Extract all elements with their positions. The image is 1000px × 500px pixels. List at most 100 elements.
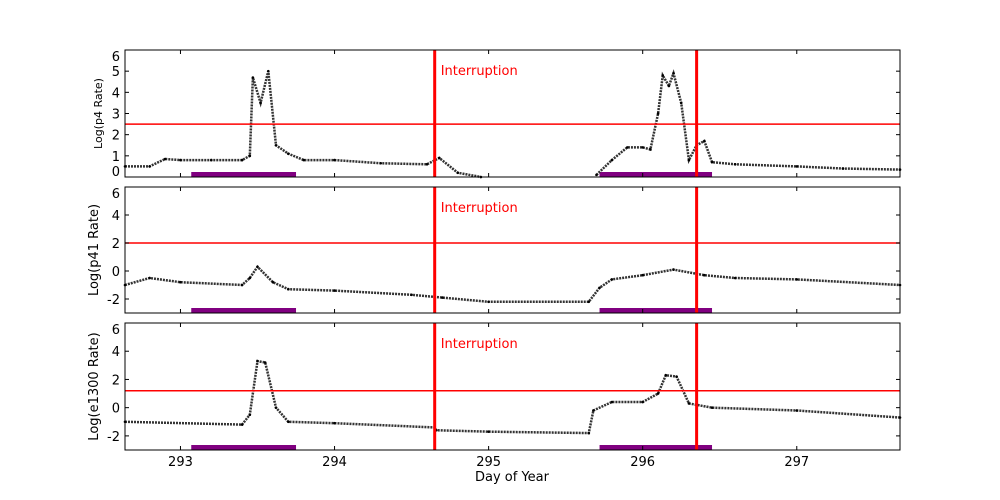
data-point — [672, 71, 675, 75]
data-point — [641, 400, 644, 404]
data-point — [625, 146, 629, 149]
y-tick-label: 0 — [112, 265, 120, 280]
y-tick-label: 0 — [112, 402, 120, 417]
data-point — [487, 430, 490, 433]
y-tick-label: -2 — [107, 430, 120, 445]
data-point — [587, 300, 591, 304]
y-axis-label: Log(e1300 Rate) — [87, 332, 102, 440]
data-point — [287, 287, 290, 291]
data-point — [661, 74, 665, 77]
data-point — [438, 156, 441, 160]
event-interval-bar — [191, 445, 297, 450]
data-point — [703, 273, 706, 277]
y-tick-label: 4 — [112, 345, 120, 360]
data-point — [667, 84, 671, 88]
data-point — [248, 413, 252, 417]
y-tick-label: 5 — [112, 65, 120, 80]
data-point — [664, 373, 668, 377]
data-point — [302, 158, 306, 162]
data-point — [795, 409, 799, 412]
data-series — [124, 359, 901, 435]
panel-3: Interruption -2 0 2 4 6 293 294 295 296 297 Log(e13… — [87, 322, 902, 470]
data-point — [163, 157, 167, 161]
data-point — [271, 280, 275, 284]
data-point — [333, 421, 336, 425]
data-point — [592, 409, 595, 412]
data-point — [287, 152, 290, 156]
x-tick-label: 293 — [168, 455, 193, 470]
data-point — [333, 158, 336, 162]
y-tick-label: 4 — [112, 209, 120, 224]
event-interval-bar — [191, 172, 297, 177]
data-point — [441, 296, 444, 299]
data-point — [456, 171, 460, 175]
event-interval-bar — [599, 308, 713, 313]
data-point — [595, 173, 598, 177]
data-point — [672, 268, 675, 271]
y-tick-label: 4 — [112, 86, 120, 101]
data-point — [248, 154, 252, 158]
data-series — [124, 264, 901, 304]
y-tick-label: 6 — [112, 50, 120, 65]
y-tick-label: 6 — [112, 323, 120, 338]
data-point — [656, 112, 660, 115]
data-point — [287, 420, 290, 424]
data-point — [795, 165, 799, 168]
data-point — [379, 161, 383, 165]
y-tick-label: 2 — [112, 373, 120, 388]
event-interval-bar — [191, 308, 297, 313]
x-tick-label: 294 — [322, 455, 347, 470]
data-series — [595, 69, 901, 176]
y-tick-label: 6 — [112, 187, 120, 202]
data-point — [240, 158, 244, 162]
data-point — [266, 69, 270, 73]
data-point — [240, 423, 244, 426]
data-point — [587, 431, 591, 435]
y-tick-label: 2 — [112, 129, 120, 144]
data-point — [703, 139, 706, 143]
data-point — [425, 163, 429, 166]
data-point — [679, 101, 683, 105]
data-point — [656, 392, 660, 395]
data-point — [641, 273, 644, 277]
panel-2: Interruption -2 0 2 4 6 Log(p41 Rate) — [87, 186, 902, 314]
data-point — [179, 158, 182, 162]
data-point — [733, 276, 737, 280]
data-point — [675, 375, 678, 378]
data-point — [256, 359, 259, 363]
data-point — [248, 276, 252, 280]
data-point — [209, 158, 213, 162]
x-tick-label: 296 — [630, 455, 655, 470]
data-point — [610, 278, 614, 281]
data-point — [487, 300, 490, 304]
y-tick-label: 3 — [112, 108, 120, 123]
data-point — [179, 280, 182, 284]
data-point — [641, 146, 644, 149]
data-point — [610, 158, 614, 162]
data-point — [610, 400, 614, 404]
data-point — [240, 283, 244, 287]
data-point — [795, 278, 799, 281]
panel-1: Interruption 01 2 3 4 56 Log(p4 Rate) — [92, 49, 902, 180]
data-point — [263, 361, 267, 364]
y-tick-label: 2 — [112, 237, 120, 252]
plot-frame — [124, 322, 901, 451]
y-tick-label: -2 — [107, 293, 120, 308]
data-point — [710, 406, 714, 409]
interruption-label: Interruption — [441, 337, 518, 352]
data-point — [256, 265, 259, 269]
data-point — [710, 160, 714, 164]
plot-frame — [124, 186, 901, 314]
data-point — [687, 158, 691, 162]
data-point — [333, 289, 336, 292]
data-point — [148, 165, 151, 168]
y-tick-label: 0 — [112, 165, 120, 180]
data-point — [251, 76, 255, 79]
data-point — [274, 143, 278, 147]
x-axis-label: Day of Year — [475, 470, 550, 485]
data-point — [841, 167, 845, 170]
data-point — [259, 101, 262, 105]
x-tick-label: 295 — [476, 455, 501, 470]
y-axis-label: Log(p4 Rate) — [92, 78, 105, 149]
event-interval-bar — [599, 172, 713, 177]
